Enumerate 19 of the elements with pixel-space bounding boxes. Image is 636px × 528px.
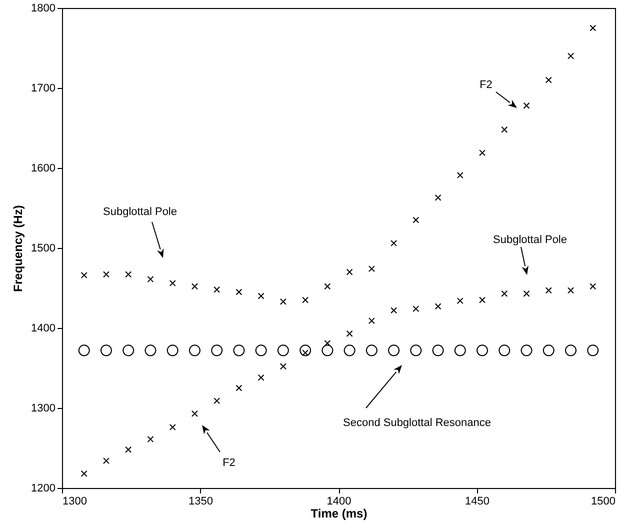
y-tick-label: 1500 — [31, 242, 56, 254]
x-axis-title: Time (ms) — [310, 506, 368, 520]
y-tick-label: 1300 — [31, 402, 56, 414]
annotation: Second Subglottal Resonance — [343, 417, 491, 429]
annotation: Subglottal Pole — [103, 206, 177, 218]
x-tick-label: 1450 — [465, 496, 490, 508]
x-tick-label: 1400 — [326, 496, 352, 508]
annotation: Subglottal Pole — [493, 234, 567, 246]
y-axis-title: Frequency (Hz) — [11, 205, 26, 292]
y-tick-label: 1200 — [31, 482, 56, 494]
y-tick-label: 1800 — [31, 2, 56, 14]
y-tick-label: 1700 — [31, 82, 56, 94]
annotation: F2 — [222, 457, 236, 469]
x-tick-label: 1500 — [591, 496, 616, 508]
x-tick-label: 1300 — [62, 496, 87, 508]
annotation: F2 — [480, 79, 492, 91]
x-tick-label: 1350 — [188, 496, 213, 508]
y-tick-label: 1400 — [31, 322, 56, 334]
y-tick-label: 1600 — [31, 162, 56, 174]
